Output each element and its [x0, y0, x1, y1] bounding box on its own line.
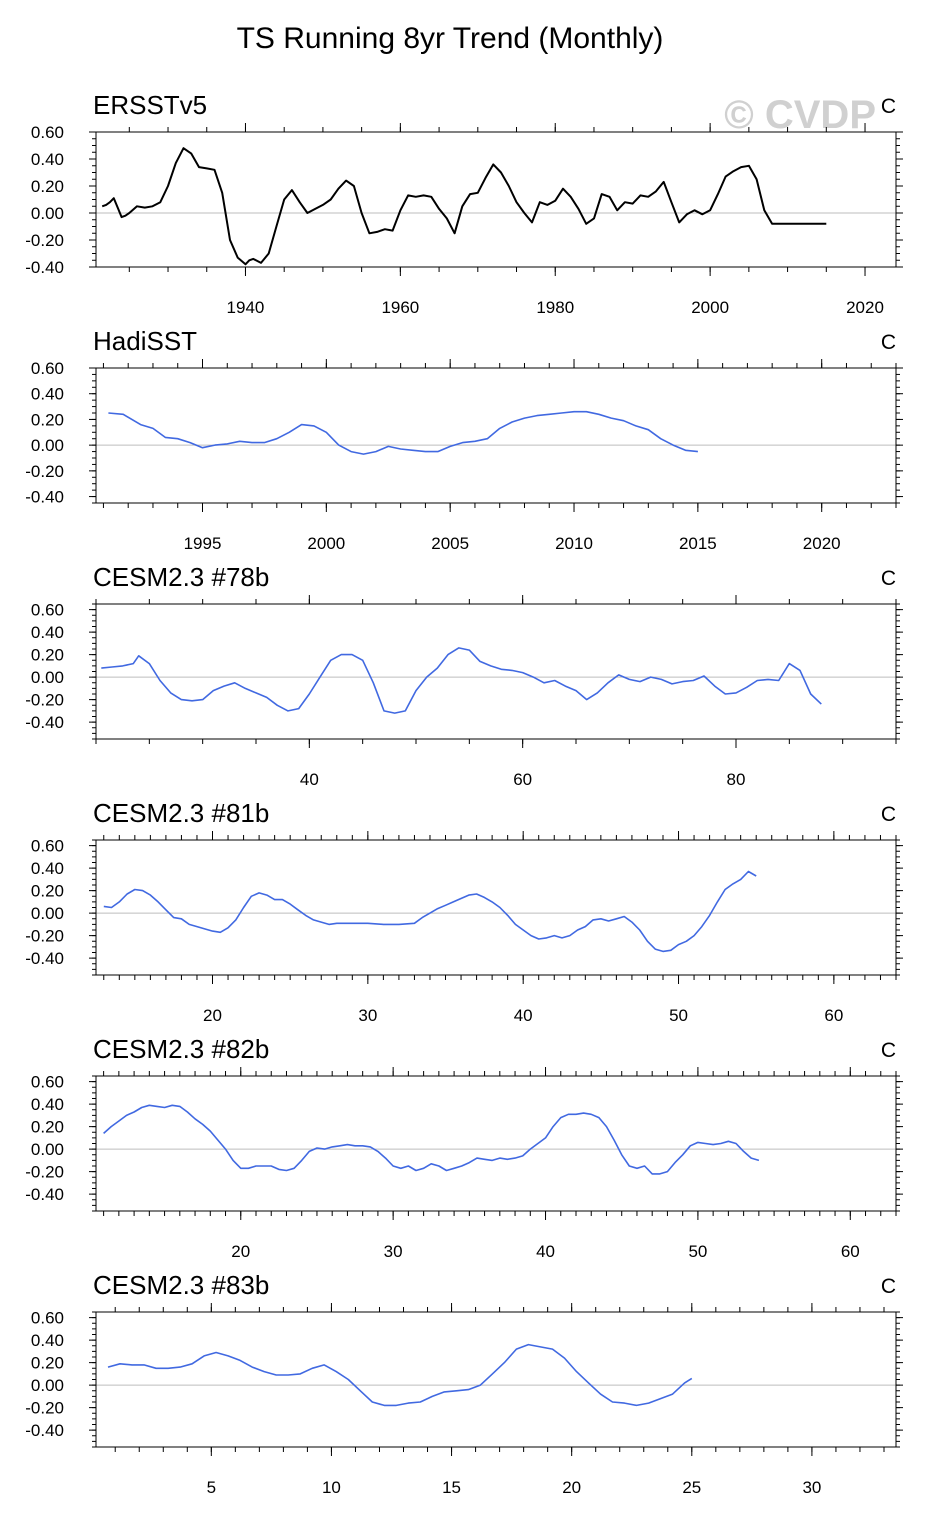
y-tick-label: -0.40 [25, 1421, 64, 1440]
y-tick-label: 0.40 [31, 1331, 64, 1350]
panel-6: CESM2.3 #83b C -0.40 -0.20 0.00 0.20 0.40 0.60 5… [25, 1270, 903, 1497]
x-tick-label: 2000 [691, 298, 729, 317]
y-tick-label: 0.40 [31, 385, 64, 404]
x-tick-label: 40 [300, 770, 319, 789]
y-tick-label: -0.40 [25, 949, 64, 968]
x-tick-label: 20 [562, 1478, 581, 1497]
y-tick-label: 0.40 [31, 623, 64, 642]
x-tick-label: 80 [727, 770, 746, 789]
y-tick-label: 0.20 [31, 882, 64, 901]
x-tick-label: 50 [669, 1006, 688, 1025]
y-tick-label: -0.40 [25, 258, 64, 277]
y-tick-label: -0.20 [25, 462, 64, 481]
x-tick-label: 5 [207, 1478, 216, 1497]
y-tick-label: 0.40 [31, 1095, 64, 1114]
x-tick-label: 2005 [431, 534, 469, 553]
x-tick-label: 60 [841, 1242, 860, 1261]
panel-1: ERSSTv5 C -0.40 -0.20 0.00 0.20 0.40 0.60 1940 19… [25, 90, 903, 317]
y-tick-label: -0.20 [25, 231, 64, 250]
y-tick-label: -0.20 [25, 1163, 64, 1182]
x-tick-label: 15 [442, 1478, 461, 1497]
y-tick-label: -0.40 [25, 488, 64, 507]
plot-frame [95, 839, 897, 976]
y-tick-label: 0.00 [31, 1140, 64, 1159]
x-tick-label: 30 [358, 1006, 377, 1025]
x-tick-label: 2015 [679, 534, 717, 553]
panel-5: CESM2.3 #82b C -0.40 -0.20 0.00 0.20 0.40 0.60 2… [25, 1034, 903, 1261]
panel-2: HadiSST C -0.40 -0.20 0.00 0.20 0.40 0.60 1995 20… [25, 326, 903, 553]
x-tick-label: 2010 [555, 534, 593, 553]
y-tick-label: 0.60 [31, 123, 64, 142]
y-tick-label: 0.00 [31, 436, 64, 455]
y-tick-label: 0.60 [31, 359, 64, 378]
panel-units: C [881, 567, 896, 590]
panel-units: C [881, 331, 896, 354]
y-tick-label: 0.20 [31, 1118, 64, 1137]
plot-frame [95, 367, 897, 504]
y-tick-label: -0.40 [25, 713, 64, 732]
x-tick-label: 25 [682, 1478, 701, 1497]
plot-frame [95, 1075, 897, 1212]
plot-frame [95, 1311, 897, 1448]
cvdp-watermark: © CVDP [724, 93, 876, 137]
x-tick-label: 10 [322, 1478, 341, 1497]
y-tick-label: 0.40 [31, 150, 64, 169]
y-tick-label: 0.20 [31, 1354, 64, 1373]
plot-frame [95, 131, 897, 268]
y-tick-label: 0.00 [31, 904, 64, 923]
series-line [103, 1104, 760, 1175]
x-tick-label: 20 [231, 1242, 250, 1261]
x-tick-label: 60 [513, 770, 532, 789]
x-tick-label: 2000 [307, 534, 345, 553]
plot-frame [95, 603, 897, 740]
y-tick-label: 0.20 [31, 646, 64, 665]
y-tick-label: 0.00 [31, 204, 64, 223]
x-tick-label: 60 [824, 1006, 843, 1025]
x-tick-label: 30 [802, 1478, 821, 1497]
series-line [107, 1343, 693, 1407]
x-tick-label: 1940 [227, 298, 265, 317]
panel-3: CESM2.3 #78b C -0.40 -0.20 0.00 0.20 0.40 0.60 4… [25, 562, 903, 789]
panel-title: HadiSST [93, 326, 197, 356]
x-tick-label: 1995 [184, 534, 222, 553]
x-tick-label: 2020 [846, 298, 884, 317]
panel-title: ERSSTv5 [93, 90, 207, 120]
y-tick-label: 0.40 [31, 859, 64, 878]
panel-units: C [881, 803, 896, 826]
series-line [108, 410, 698, 455]
x-tick-label: 1980 [536, 298, 574, 317]
x-tick-label: 40 [536, 1242, 555, 1261]
series-line [103, 870, 757, 953]
y-tick-label: -0.20 [25, 1399, 64, 1418]
y-tick-label: 0.00 [31, 668, 64, 687]
panel-title: CESM2.3 #82b [93, 1034, 269, 1064]
x-tick-label: 1960 [381, 298, 419, 317]
panel-title: CESM2.3 #81b [93, 798, 269, 828]
y-tick-label: 0.20 [31, 410, 64, 429]
x-tick-label: 50 [688, 1242, 707, 1261]
panel-units: C [881, 95, 896, 118]
y-tick-label: 0.60 [31, 837, 64, 856]
series-line [101, 147, 827, 266]
x-tick-label: 40 [514, 1006, 533, 1025]
y-tick-label: 0.20 [31, 177, 64, 196]
y-tick-label: 0.60 [31, 1309, 64, 1328]
y-tick-label: 0.60 [31, 1073, 64, 1092]
panel-4: CESM2.3 #81b C -0.40 -0.20 0.00 0.20 0.40 0.60 2… [25, 798, 903, 1025]
y-tick-label: -0.40 [25, 1185, 64, 1204]
series-line [101, 647, 822, 714]
panel-title: CESM2.3 #78b [93, 562, 269, 592]
y-tick-label: 0.00 [31, 1376, 64, 1395]
x-tick-label: 30 [384, 1242, 403, 1261]
panel-title: CESM2.3 #83b [93, 1270, 269, 1300]
panel-units: C [881, 1275, 896, 1298]
x-tick-label: 2020 [803, 534, 841, 553]
y-tick-label: -0.20 [25, 691, 64, 710]
x-tick-label: 20 [203, 1006, 222, 1025]
page-title: TS Running 8yr Trend (Monthly) [236, 22, 664, 55]
y-tick-label: 0.60 [31, 601, 64, 620]
y-tick-label: -0.20 [25, 927, 64, 946]
panel-units: C [881, 1039, 896, 1062]
